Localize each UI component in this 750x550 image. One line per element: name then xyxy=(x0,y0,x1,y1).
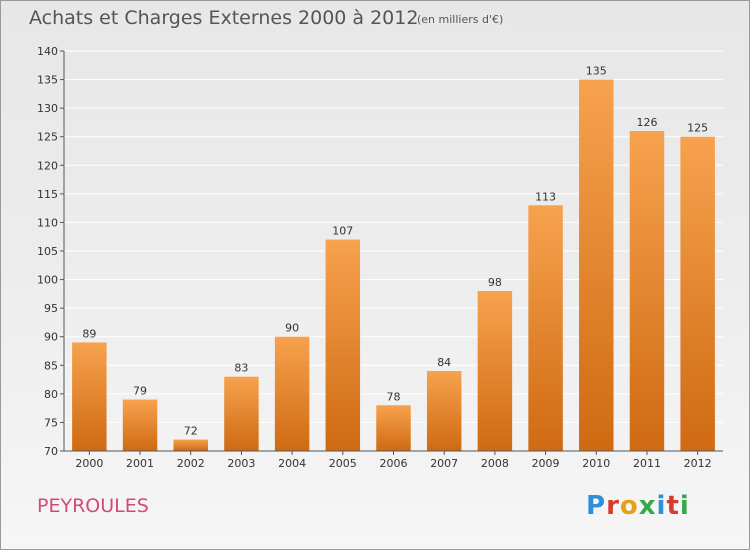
y-tick-label: 125 xyxy=(37,131,58,144)
y-tick-label: 140 xyxy=(37,45,58,58)
chart-subtitle: (en milliers d'€) xyxy=(417,13,504,26)
bar-2004 xyxy=(274,336,310,451)
bar-2003 xyxy=(224,376,259,451)
bar-2002 xyxy=(173,439,208,451)
y-tick-label: 75 xyxy=(44,416,58,429)
bar-2006 xyxy=(376,405,411,451)
y-tick-label: 110 xyxy=(37,216,58,229)
y-tick-label: 120 xyxy=(37,159,58,172)
x-tick-label-2005: 2005 xyxy=(329,457,357,470)
x-tick-label-2007: 2007 xyxy=(430,457,458,470)
y-tick-label: 105 xyxy=(37,245,58,258)
bar-2012 xyxy=(680,136,715,451)
commune-name: PEYROULES xyxy=(37,495,149,517)
data-label-2007: 84 xyxy=(437,356,451,369)
y-tick-label: 90 xyxy=(44,331,58,344)
data-label-2000: 89 xyxy=(82,327,96,340)
x-tick-label-2008: 2008 xyxy=(481,457,509,470)
x-tick-label-2002: 2002 xyxy=(177,457,205,470)
bar-2009 xyxy=(528,205,563,451)
x-tick-label-2004: 2004 xyxy=(278,457,306,470)
bar-2001 xyxy=(122,399,158,451)
bar-2011 xyxy=(629,131,665,451)
y-tick-label: 80 xyxy=(44,388,58,401)
data-label-2010: 135 xyxy=(586,65,607,78)
y-tick-label: 100 xyxy=(37,274,58,287)
data-label-2002: 72 xyxy=(184,425,198,438)
bar-2008 xyxy=(477,291,513,451)
x-tick-label-2006: 2006 xyxy=(380,457,408,470)
x-tick-label-2010: 2010 xyxy=(582,457,610,470)
y-tick-label: 135 xyxy=(37,74,58,87)
y-tick-label: 130 xyxy=(37,102,58,115)
data-label-2009: 113 xyxy=(535,190,556,203)
chart-title: Achats et Charges Externes 2000 à 2012 xyxy=(29,7,419,29)
bar-2005 xyxy=(325,239,361,451)
data-label-2001: 79 xyxy=(133,385,147,398)
data-label-2006: 78 xyxy=(387,390,401,403)
x-tick-label-2001: 2001 xyxy=(126,457,154,470)
data-label-2004: 90 xyxy=(285,322,299,335)
bar-2010 xyxy=(579,79,614,452)
x-tick-label-2011: 2011 xyxy=(633,457,661,470)
y-tick-label: 70 xyxy=(44,445,58,458)
bar-2000 xyxy=(72,342,107,451)
data-label-2008: 98 xyxy=(488,276,502,289)
y-tick-label: 95 xyxy=(44,302,58,315)
x-tick-label-2000: 2000 xyxy=(75,457,103,470)
proxiti-logo: Proxiti xyxy=(586,491,690,521)
data-label-2012: 125 xyxy=(687,122,708,135)
bar-2007 xyxy=(426,371,462,451)
x-tick-label-2003: 2003 xyxy=(227,457,255,470)
y-tick-label: 115 xyxy=(37,188,58,201)
x-tick-label-2009: 2009 xyxy=(532,457,560,470)
data-label-2011: 126 xyxy=(636,116,657,129)
data-label-2003: 83 xyxy=(234,362,248,375)
x-tick-label-2012: 2012 xyxy=(684,457,712,470)
y-tick-label: 85 xyxy=(44,359,58,372)
data-label-2005: 107 xyxy=(332,225,353,238)
